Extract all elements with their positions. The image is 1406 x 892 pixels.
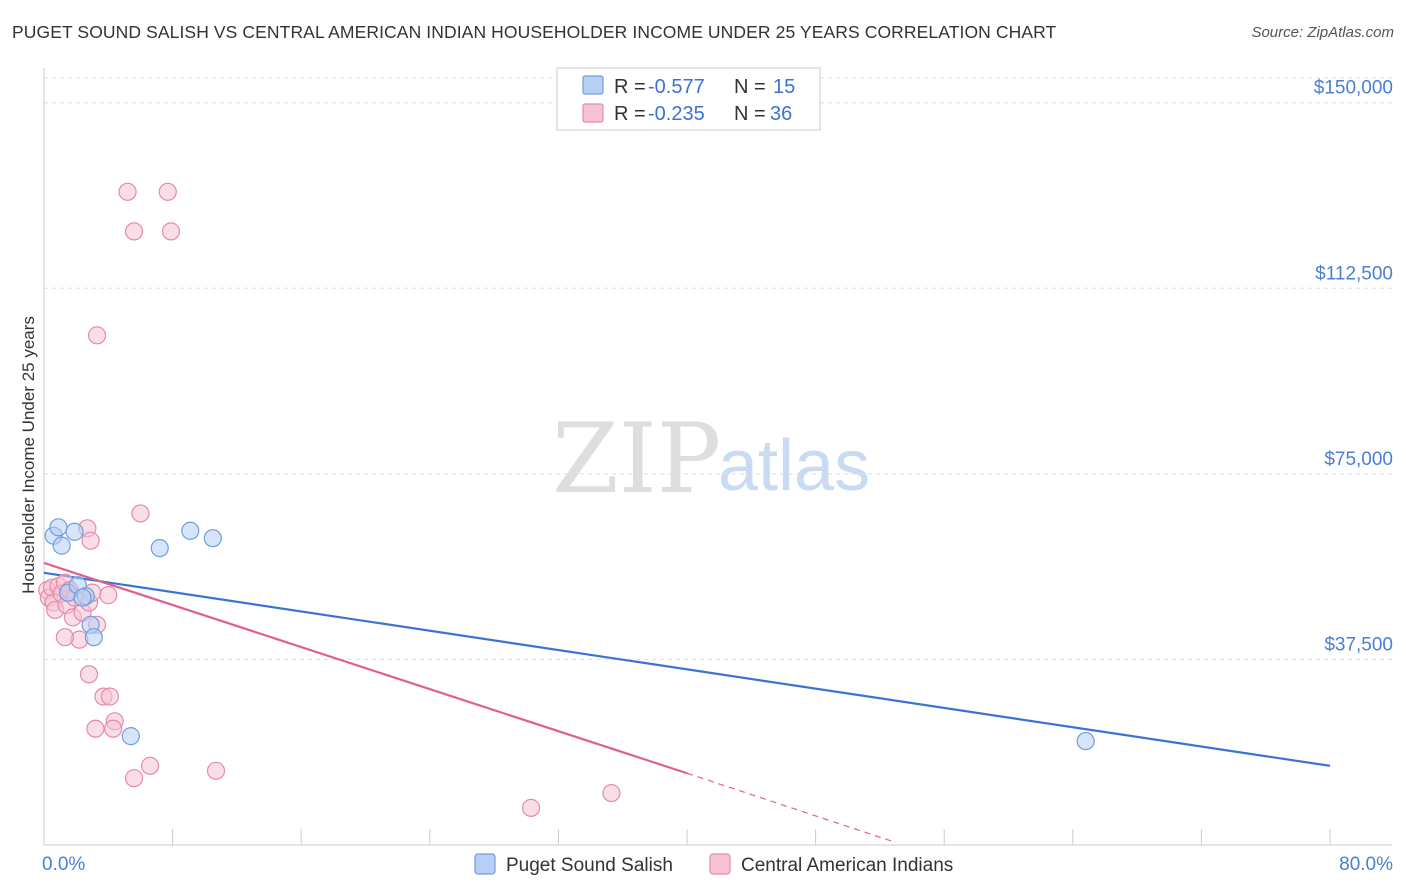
trend-line-central-american-indians [43,561,688,775]
y-axis-label: Householder Income Under 25 years [19,316,38,594]
data-point-puget-sound-salish [84,628,103,647]
legend-n-value-2: 36 [770,103,792,125]
data-point-central-american-indians [602,783,621,803]
data-point-puget-sound-salish [52,536,71,555]
data-point-puget-sound-salish [150,538,169,558]
x-tick-label: 0.0% [42,854,85,875]
data-point-central-american-indians [81,531,100,550]
legend-r-value-1: -0.577 [648,76,705,98]
legend-r-label-1: R = [614,76,646,98]
y-tick-label: $75,000 [1324,449,1393,470]
data-point-central-american-indians [131,504,150,523]
grid-lines [44,77,1392,660]
y-tick-label: $112,500 [1315,263,1393,284]
x-tick-label: 80.0% [1339,854,1393,875]
data-point-puget-sound-salish [1076,731,1095,751]
bottom-legend-label-pink: Central American Indians [741,855,953,876]
data-point-central-american-indians [118,182,137,201]
watermark-zip: ZIP [552,403,721,515]
y-tick-label: $37,500 [1324,634,1393,655]
data-points [38,182,1095,817]
data-point-central-american-indians [206,761,226,780]
data-point-central-american-indians [104,719,123,738]
data-point-central-american-indians [124,769,144,788]
bottom-legend-label-blue: Puget Sound Salish [506,855,673,876]
legend-r-value-2: -0.235 [648,103,705,125]
data-point-puget-sound-salish [65,522,84,541]
data-point-central-american-indians [99,586,118,605]
data-point-central-american-indians [55,628,74,647]
tick-labels: $37,500 $75,000 $112,500 $150,000 0.0% 80.0% [42,78,1393,875]
legend-swatch-blue [582,75,604,95]
trend-line-extension-central-american-indians [686,772,897,844]
data-point-puget-sound-salish [73,588,92,607]
legend-n-value-1: 15 [773,76,795,98]
legend-r-label-2: R = [614,103,646,125]
bottom-legend-swatch-pink [709,853,731,875]
data-point-central-american-indians [124,222,144,241]
chart-title: PUGET SOUND SALISH VS CENTRAL AMERICAN I… [12,22,1057,42]
data-point-central-american-indians [87,326,107,345]
legend-swatch-pink [582,103,604,123]
data-point-central-american-indians [158,182,177,201]
y-tick-label: $150,000 [1314,78,1393,99]
source-label: Source: ZipAtlas.com [1251,24,1394,41]
data-point-central-american-indians [161,222,181,241]
data-point-puget-sound-salish [181,521,200,540]
trend-lines [43,561,1331,844]
data-point-puget-sound-salish [49,518,68,537]
bottom-legend: Puget Sound Salish Central American Indi… [474,853,953,876]
data-point-central-american-indians [86,719,105,738]
data-point-central-american-indians [521,798,541,817]
bottom-legend-swatch-blue [474,853,496,875]
trend-line-puget-sound-salish [43,571,1331,767]
data-point-central-american-indians [79,665,99,684]
data-point-central-american-indians [140,756,160,775]
legend-box: R = -0.577 N = 15 R = -0.235 N = 36 [556,67,821,131]
data-point-puget-sound-salish [121,727,140,746]
data-point-puget-sound-salish [203,529,222,548]
legend-n-label-2: N = [734,103,766,125]
legend-n-label-1: N = [734,76,766,98]
data-point-central-american-indians [100,687,120,706]
axes [43,68,1392,846]
watermark-atlas: atlas [718,426,870,506]
